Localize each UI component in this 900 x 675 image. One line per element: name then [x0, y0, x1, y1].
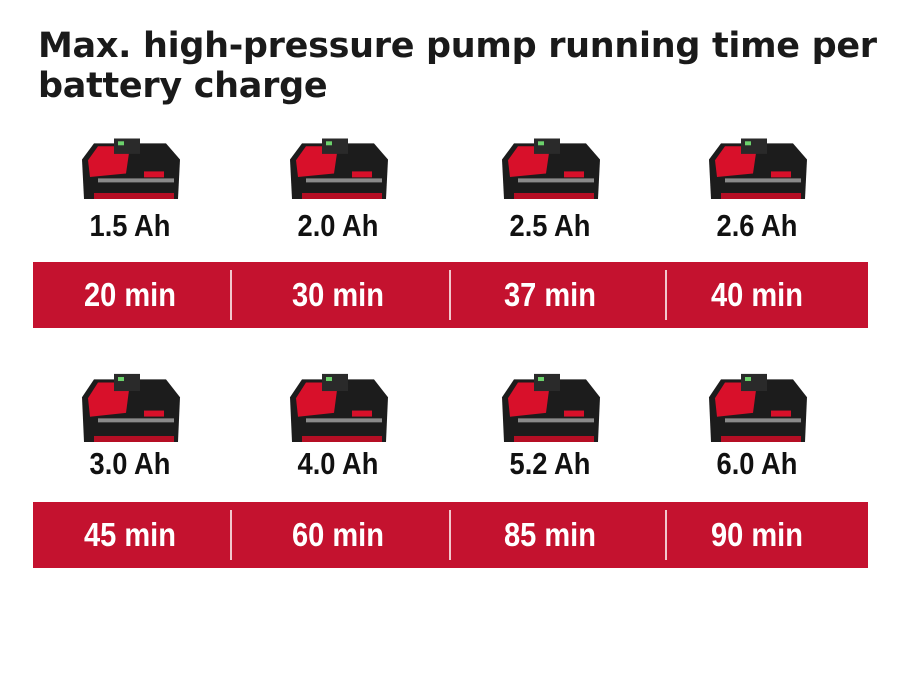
runtime-value: 20 min [83, 276, 176, 313]
battery-pack-icon [701, 135, 813, 209]
runtime-value: 45 min [83, 516, 176, 553]
column-divider [449, 510, 451, 560]
runtime-value: 37 min [503, 276, 596, 313]
column-divider [230, 510, 232, 560]
runtime-band: 45 min 60 min 85 min 90 min [33, 502, 868, 568]
runtime-value: 60 min [291, 516, 384, 553]
column-divider [665, 510, 667, 560]
battery-capacity: 6.0 Ah [716, 446, 798, 481]
battery-capacity: 2.0 Ah [297, 208, 379, 243]
runtime-value: 85 min [503, 516, 596, 553]
battery-pack-icon [494, 370, 606, 452]
battery-capacity: 1.5 Ah [89, 208, 171, 243]
column-divider [449, 270, 451, 320]
runtime-value: 30 min [291, 276, 384, 313]
battery-pack-icon [701, 370, 813, 452]
page-title: Max. high-pressure pump running time per… [38, 26, 877, 106]
battery-pack-icon [74, 135, 186, 209]
battery-pack-icon [74, 370, 186, 452]
battery-capacity: 5.2 Ah [509, 446, 591, 481]
battery-capacity: 3.0 Ah [89, 446, 171, 481]
battery-capacity: 2.5 Ah [509, 208, 591, 243]
battery-capacity: 2.6 Ah [716, 208, 798, 243]
battery-pack-icon [282, 135, 394, 209]
runtime-value: 90 min [710, 516, 803, 553]
column-divider [665, 270, 667, 320]
battery-pack-icon [282, 370, 394, 452]
runtime-value: 40 min [710, 276, 803, 313]
battery-pack-icon [494, 135, 606, 209]
runtime-band: 20 min 30 min 37 min 40 min [33, 262, 868, 328]
battery-capacity: 4.0 Ah [297, 446, 379, 481]
column-divider [230, 270, 232, 320]
